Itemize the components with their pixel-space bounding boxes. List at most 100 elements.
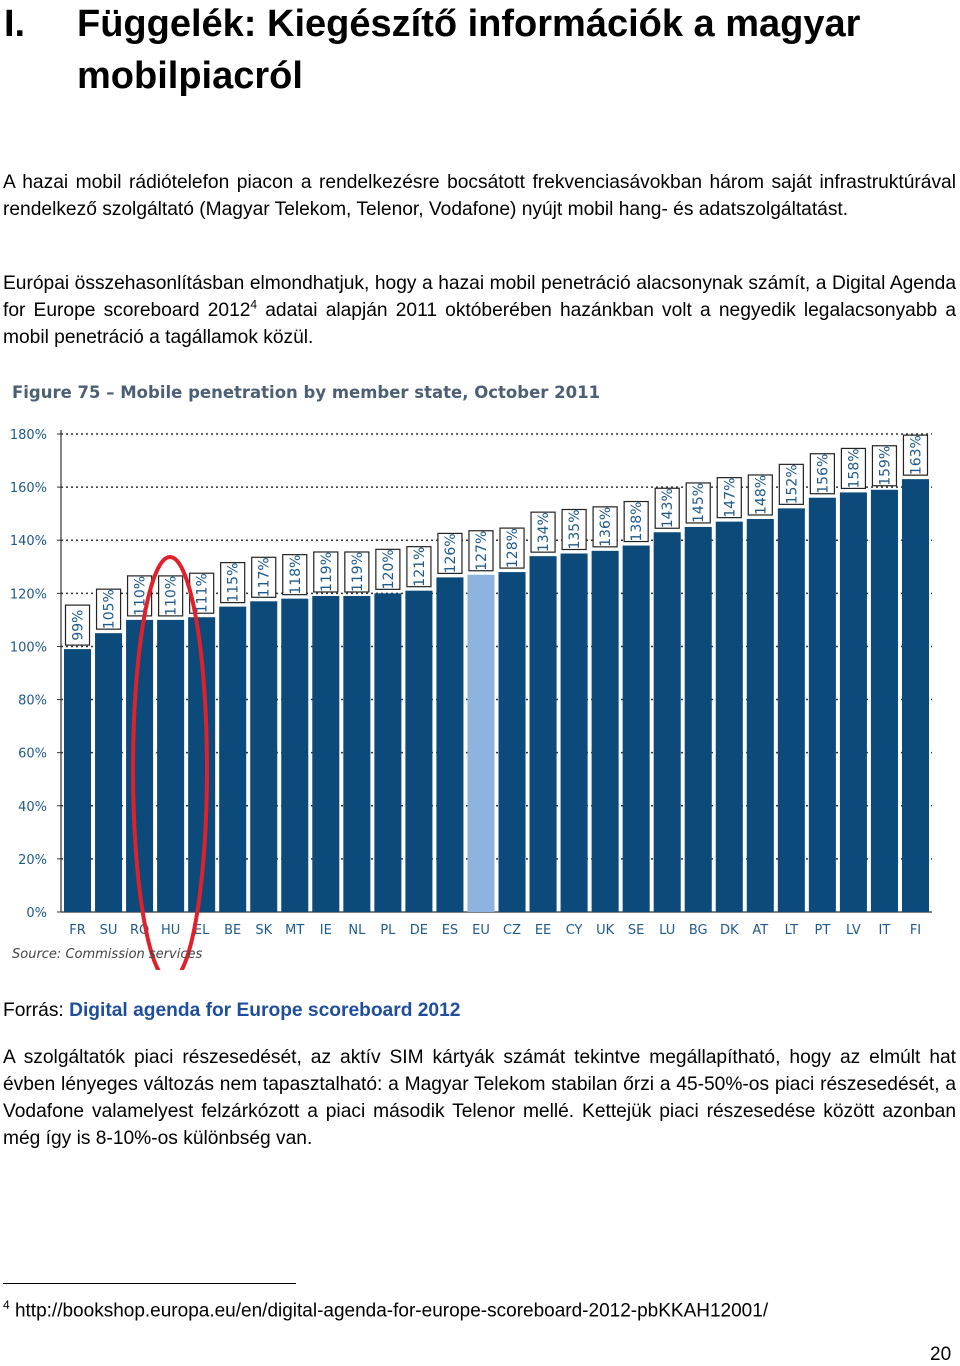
page-number: 20 [930,1344,952,1365]
bar-nl [343,595,371,912]
y-tick-label: 100% [10,640,47,655]
value-label-box [561,508,587,551]
value-label-box [716,477,742,519]
footnote-number: 4 [3,1298,10,1312]
value-label-ee: 134% [530,511,556,553]
bar-it [870,489,898,912]
value-label-box [871,445,898,487]
value-label-pt: 156% [809,453,835,495]
value-label-box [437,532,463,574]
footnote: 4 http://bookshop.europa.eu/en/digital-a… [3,1292,768,1324]
chart-value-labels: 99% 105% 110% 110% 111% 115% 117% 118% 119% 119% 1… [64,434,929,646]
x-tick-cz: CZ [503,923,521,938]
value-label-fr: 99% [64,604,91,646]
bar-lv [839,492,867,912]
bar-cy [560,553,588,912]
bar-fr [64,649,92,912]
value-label-text: 135% [567,509,583,549]
value-label-text: 119% [350,552,366,592]
y-tick-label: 0% [26,906,47,921]
x-tick-pt: PT [814,923,830,938]
value-label-text: 115% [226,563,242,603]
bar-pt [808,497,836,912]
chart-x-ticks: FR SU RO HU EL BE SK MT IE NL PL DE ES EU CZ EE CY UK SE LU… [69,923,921,938]
y-tick-label: 180% [10,428,47,443]
bar-se [622,545,650,912]
x-tick-hu: HU [161,923,180,938]
bar-su [95,633,123,912]
value-label-at: 148% [747,474,773,516]
value-label-box [592,506,618,548]
value-label-box [468,530,494,572]
value-label-cz: 128% [499,527,525,569]
bar-ee [529,556,557,912]
x-tick-lu: LU [659,923,675,938]
value-label-text: 117% [257,557,273,597]
value-label-nl: 119% [344,551,370,593]
footnote-url[interactable]: http://bookshop.europa.eu/en/digital-age… [9,1300,769,1322]
value-label-text: 119% [319,552,335,592]
value-label-text: 134% [536,512,552,552]
x-tick-es: ES [442,923,458,938]
value-label-text: 136% [598,507,614,547]
value-label-uk: 136% [592,506,618,548]
x-tick-dk: DK [720,923,739,938]
x-tick-lv: LV [846,923,861,938]
y-tick-label: 120% [10,587,47,602]
value-label-su: 105% [95,588,122,630]
x-tick-de: DE [410,923,428,938]
y-tick-label: 20% [18,853,47,868]
bar-sk [250,601,278,912]
value-label-box [685,482,711,524]
bar-mt [281,598,309,912]
value-label-box [158,575,184,617]
value-label-sk: 117% [251,556,277,598]
source-link[interactable]: Digital agenda for Europe scoreboard 201… [69,1000,461,1021]
value-label-box [530,511,556,553]
x-tick-ie: IE [320,923,332,938]
paragraph-comparison-start: Európai összehasonlításban elmondhatjuk,… [3,273,956,321]
value-label-text: 147% [722,478,738,518]
value-label-de: 121% [406,546,432,588]
bar-ro [126,619,154,912]
x-tick-uk: UK [596,923,615,938]
x-tick-pl: PL [380,923,396,938]
bar-eu [467,574,495,912]
source-label: Forrás: [3,1000,70,1021]
y-tick-label: 40% [18,800,47,815]
x-tick-bg: BG [689,923,708,938]
bar-lu [653,532,681,912]
mobile-penetration-chart: Figure 75 – Mobile penetration by member… [10,383,932,970]
paragraph-intro: A hazai mobil rádiótelefon piacon a rend… [3,172,956,220]
chart-y-ticks: 0% 20% 40% 60% 80% 100% 120% 140% 160% 180% [10,428,61,921]
bar-be [219,606,247,912]
value-label-eu: 127% [468,530,494,572]
paragraph-market-share: A szolgáltatók piaci részesedését, az ak… [3,1047,956,1149]
value-label-box [747,474,773,516]
x-tick-el: EL [194,923,210,938]
value-label-text: 105% [102,589,118,629]
value-label-box [313,551,339,593]
value-label-se: 138% [623,500,649,543]
x-tick-su: SU [100,923,118,938]
paragraph-comparison-end: adatai alapján 2011 októberében hazánkba… [3,300,957,348]
bar-es [436,577,464,912]
value-label-box [840,447,867,490]
bar-bg [684,526,712,912]
section-number: I. [4,3,26,45]
value-label-box [282,554,308,596]
section-title: Függelék: Kiegészítő információk a magya… [77,3,861,97]
value-label-text: 118% [288,555,304,595]
value-label-text: 143% [660,488,676,528]
value-label-text: 110% [164,576,180,616]
value-label-text: 156% [815,454,831,494]
value-label-text: 111% [195,573,211,613]
chart-title: Figure 75 – Mobile penetration by member… [12,383,600,402]
footnote-reference[interactable]: 4 [250,297,258,312]
bar-fi [901,479,929,912]
value-label-be: 115% [220,562,246,604]
value-label-ie: 119% [313,551,339,593]
value-label-fi: 163% [902,434,929,476]
value-label-box [809,453,835,495]
x-tick-cy: CY [566,923,583,938]
